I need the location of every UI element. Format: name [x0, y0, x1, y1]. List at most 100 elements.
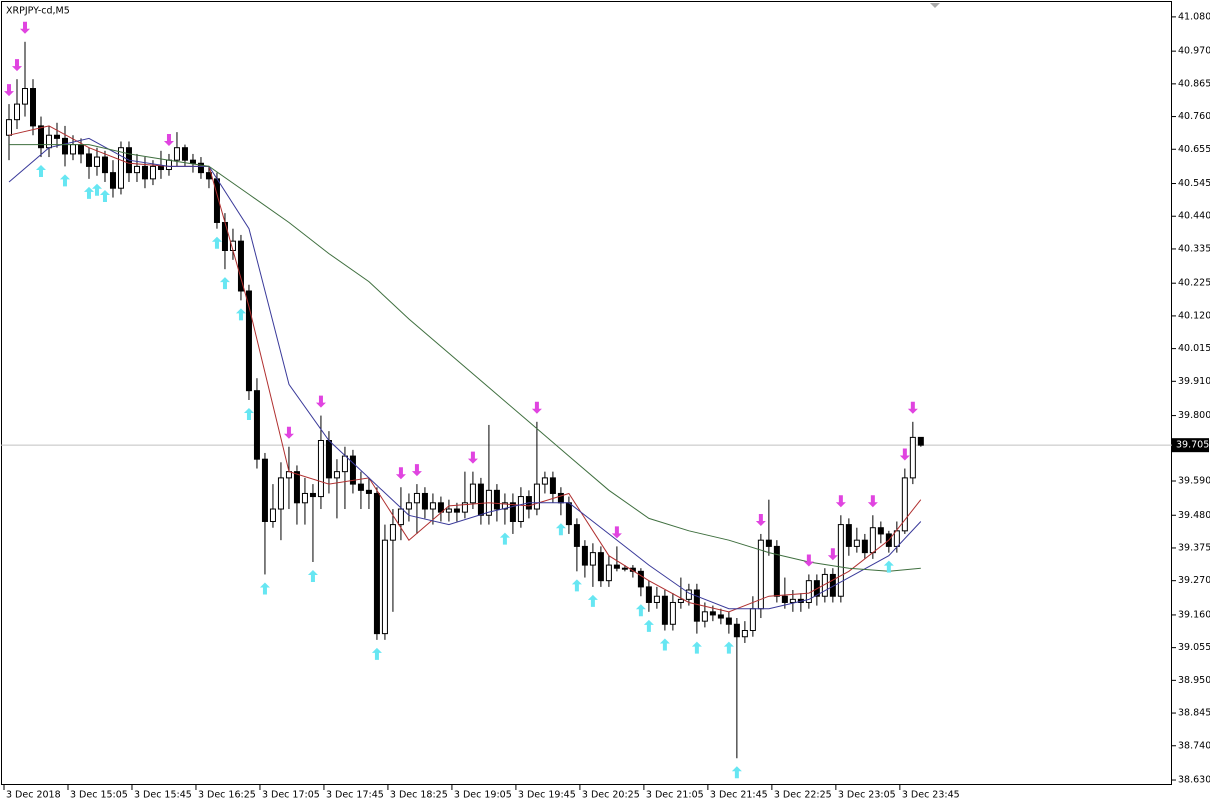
- candle-body: [29, 88, 36, 127]
- candle-body: [565, 502, 572, 526]
- x-tick-label: 3 Dec 21:05: [646, 790, 704, 801]
- candle-body: [845, 524, 852, 547]
- candle-body: [677, 598, 684, 603]
- candle-body: [5, 119, 12, 136]
- candle-body: [181, 147, 188, 161]
- candle-body: [253, 390, 260, 460]
- sell-arrow: [19, 21, 30, 34]
- y-tick-label: 40.655: [1178, 144, 1210, 155]
- candle-body: [509, 502, 516, 522]
- candle-body: [389, 524, 396, 541]
- candle-body: [781, 595, 788, 603]
- buy-arrow: [635, 604, 646, 617]
- x-tick-label: 3 Dec 17:05: [262, 790, 320, 801]
- candle-body: [573, 524, 580, 547]
- candle-body: [165, 159, 172, 171]
- candle-body: [429, 502, 436, 510]
- x-tick-label: 3 Dec 23:45: [902, 790, 960, 801]
- buy-arrow: [499, 532, 510, 545]
- candle-body: [333, 471, 340, 479]
- sell-arrow: [907, 401, 918, 414]
- moving-average: [9, 144, 921, 572]
- candle-body: [69, 144, 76, 155]
- buy-arrow: [243, 408, 254, 421]
- candle-body: [189, 159, 196, 164]
- candle-body: [605, 564, 612, 582]
- buy-arrow: [587, 594, 598, 607]
- x-tick-label: 3 Dec 19:45: [518, 790, 576, 801]
- sell-arrow: [803, 554, 814, 567]
- candle-body: [53, 134, 60, 139]
- y-tick-label: 38.630: [1178, 775, 1210, 786]
- candle-body: [869, 527, 876, 554]
- x-tick-label: 3 Dec 16:25: [198, 790, 256, 801]
- candle-body: [837, 524, 844, 597]
- buy-arrow: [235, 308, 246, 321]
- candle-body: [741, 630, 748, 638]
- candle-body: [397, 508, 404, 526]
- buy-arrow: [307, 569, 318, 582]
- moving-average: [8, 125, 922, 613]
- buy-arrow: [571, 579, 582, 592]
- sell-arrow: [531, 401, 542, 414]
- candle-body: [917, 436, 924, 446]
- candle-body: [909, 436, 916, 479]
- sell-arrow: [467, 451, 478, 464]
- buy-arrow: [259, 582, 270, 595]
- candle-body: [317, 440, 324, 498]
- candle-body: [877, 527, 884, 535]
- sell-arrow: [411, 464, 422, 477]
- candle-body: [117, 147, 124, 189]
- y-tick-label: 40.760: [1178, 111, 1210, 122]
- candle-body: [261, 458, 268, 522]
- candle-body: [901, 477, 908, 532]
- x-tick-label: 3 Dec 15:05: [70, 790, 128, 801]
- sell-arrow: [163, 133, 174, 146]
- candle-body: [685, 589, 692, 600]
- candle-body: [381, 539, 388, 635]
- candle-body: [653, 595, 660, 603]
- candle-body: [637, 570, 644, 588]
- chart-title: XRPJPY-cd,M5: [6, 6, 70, 17]
- candle-body: [293, 471, 300, 504]
- buy-arrow: [691, 641, 702, 654]
- candle-body: [309, 492, 316, 498]
- candle-body: [461, 502, 468, 513]
- candle-body: [861, 539, 868, 554]
- y-tick-label: 38.740: [1178, 740, 1210, 751]
- candle-body: [45, 134, 52, 149]
- y-tick-label: 40.970: [1178, 46, 1210, 57]
- candle-body: [421, 492, 428, 510]
- candle-body: [85, 153, 92, 167]
- candle-body: [37, 125, 44, 149]
- candle-body: [349, 455, 356, 485]
- candle-body: [325, 440, 332, 479]
- y-tick-label: 40.015: [1178, 343, 1210, 354]
- last-price-box: [1172, 438, 1209, 453]
- candle-body: [13, 103, 20, 121]
- candle-body: [469, 483, 476, 504]
- buy-arrow: [83, 186, 94, 199]
- sell-arrow: [611, 526, 622, 539]
- sell-arrow: [11, 59, 22, 72]
- buy-arrow: [35, 165, 46, 178]
- candle-body: [533, 483, 540, 510]
- candle-body: [629, 567, 636, 572]
- buy-arrow: [211, 236, 222, 249]
- y-tick-label: 40.545: [1178, 178, 1210, 189]
- y-tick-label: 39.055: [1178, 642, 1210, 653]
- candle-body: [277, 477, 284, 510]
- y-tick-label: 39.910: [1178, 376, 1210, 387]
- candle-body: [245, 290, 252, 392]
- sell-arrow: [283, 426, 294, 439]
- sell-arrow: [867, 495, 878, 508]
- x-tick-label: 3 Dec 20:25: [582, 790, 640, 801]
- candle-body: [549, 477, 556, 494]
- candle-body: [557, 492, 564, 504]
- x-tick-label: 3 Dec 2018: [6, 790, 61, 801]
- last-price-label: 39.705: [1176, 440, 1209, 451]
- candle-body: [733, 623, 740, 638]
- candle-body: [477, 483, 484, 516]
